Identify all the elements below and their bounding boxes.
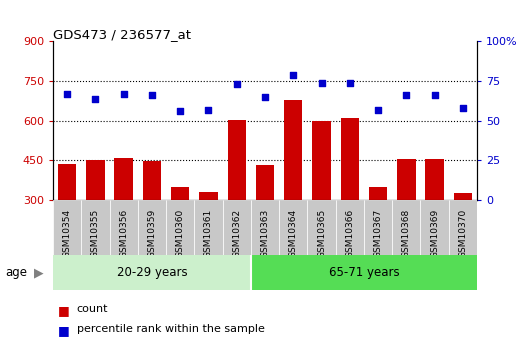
Text: age: age: [5, 266, 28, 279]
Text: GSM10361: GSM10361: [204, 208, 213, 258]
Bar: [58, 164, 76, 279]
Bar: [307, 200, 335, 255]
Point: [119, 91, 128, 97]
Bar: [251, 200, 279, 255]
Point: [261, 94, 269, 100]
Text: GDS473 / 236577_at: GDS473 / 236577_at: [53, 28, 191, 41]
Text: GSM10370: GSM10370: [458, 208, 467, 258]
Bar: [53, 255, 251, 290]
Point: [233, 81, 241, 87]
Text: 65-71 years: 65-71 years: [329, 266, 399, 279]
Bar: [284, 100, 303, 279]
Bar: [251, 255, 477, 290]
Point: [289, 72, 297, 78]
Text: 20-29 years: 20-29 years: [117, 266, 187, 279]
Bar: [335, 200, 364, 255]
Point: [204, 107, 213, 112]
Bar: [256, 165, 274, 279]
Bar: [53, 200, 81, 255]
Bar: [426, 159, 444, 279]
Text: GSM10369: GSM10369: [430, 208, 439, 258]
Point: [148, 92, 156, 98]
Bar: [223, 200, 251, 255]
Point: [91, 96, 100, 101]
Bar: [227, 120, 246, 279]
Bar: [138, 200, 166, 255]
Text: GSM10366: GSM10366: [346, 208, 354, 258]
Bar: [143, 161, 161, 279]
Bar: [171, 187, 189, 279]
Bar: [312, 121, 331, 279]
Bar: [369, 187, 387, 279]
Bar: [110, 200, 138, 255]
Bar: [364, 200, 392, 255]
Text: GSM10363: GSM10363: [261, 208, 269, 258]
Bar: [195, 200, 223, 255]
Bar: [397, 159, 416, 279]
Text: GSM10364: GSM10364: [289, 208, 298, 257]
Text: ■: ■: [58, 324, 70, 337]
Point: [374, 107, 382, 112]
Bar: [81, 200, 110, 255]
Bar: [279, 200, 307, 255]
Bar: [392, 200, 420, 255]
Point: [176, 108, 184, 114]
Text: GSM10367: GSM10367: [374, 208, 383, 258]
Text: GSM10368: GSM10368: [402, 208, 411, 258]
Bar: [166, 200, 195, 255]
Text: ▶: ▶: [34, 266, 44, 279]
Point: [430, 92, 439, 98]
Text: GSM10355: GSM10355: [91, 208, 100, 258]
Text: GSM10365: GSM10365: [317, 208, 326, 258]
Bar: [420, 200, 449, 255]
Point: [317, 80, 326, 86]
Point: [63, 91, 72, 97]
Text: count: count: [77, 304, 108, 314]
Text: ■: ■: [58, 304, 70, 317]
Point: [402, 92, 411, 98]
Bar: [114, 158, 133, 279]
Bar: [199, 192, 218, 279]
Point: [346, 80, 354, 86]
Text: GSM10354: GSM10354: [63, 208, 72, 257]
Bar: [86, 160, 104, 279]
Text: GSM10362: GSM10362: [232, 208, 241, 257]
Text: percentile rank within the sample: percentile rank within the sample: [77, 324, 264, 334]
Text: GSM10360: GSM10360: [176, 208, 184, 258]
Text: GSM10359: GSM10359: [147, 208, 156, 258]
Bar: [454, 194, 472, 279]
Bar: [341, 118, 359, 279]
Text: GSM10356: GSM10356: [119, 208, 128, 258]
Point: [458, 105, 467, 111]
Bar: [449, 200, 477, 255]
